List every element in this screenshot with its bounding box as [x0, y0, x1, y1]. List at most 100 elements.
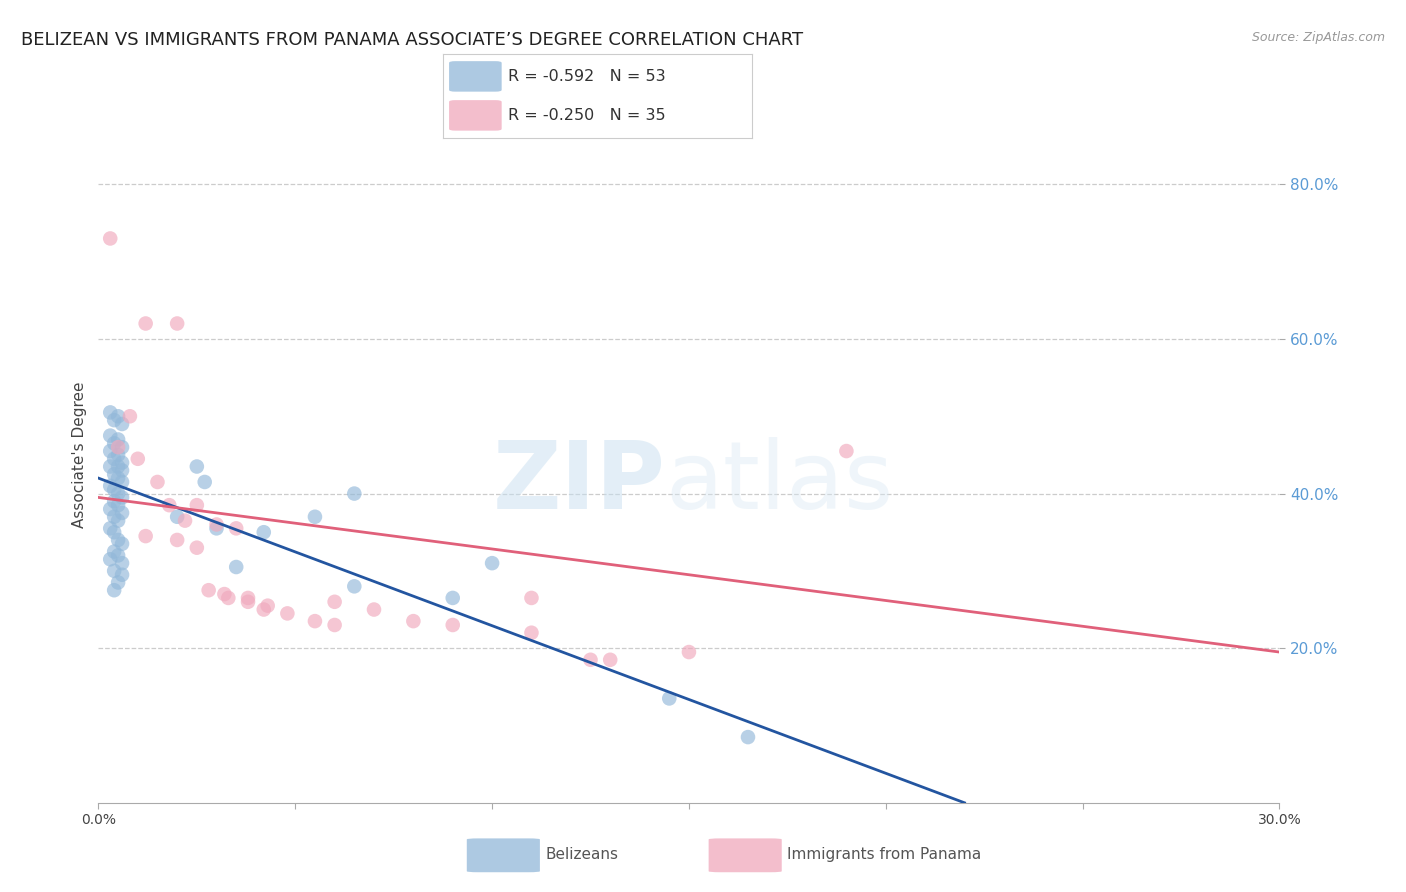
FancyBboxPatch shape [709, 838, 782, 872]
Point [304, 509, 326, 524]
Text: Source: ZipAtlas.com: Source: ZipAtlas.com [1251, 31, 1385, 45]
Text: Belizeans: Belizeans [546, 847, 619, 862]
Point [111, 567, 134, 582]
Point [107, 533, 129, 547]
Point [111, 506, 134, 520]
Point [205, 521, 228, 535]
Point [103, 583, 125, 598]
Text: ZIP: ZIP [492, 437, 665, 529]
Point [111, 417, 134, 431]
Point [343, 579, 366, 593]
Point [98, 552, 121, 566]
Point [214, 587, 236, 601]
Point [111, 463, 134, 477]
Point [103, 413, 125, 427]
Point [98, 502, 121, 516]
Point [737, 730, 759, 744]
Text: atlas: atlas [665, 437, 894, 529]
Point [835, 444, 858, 458]
Point [107, 514, 129, 528]
Point [107, 433, 129, 447]
Point [111, 556, 134, 570]
Point [256, 599, 278, 613]
Point [107, 440, 129, 454]
Point [98, 459, 121, 474]
Point [363, 602, 385, 616]
Point [135, 317, 157, 331]
Point [599, 653, 621, 667]
Point [98, 521, 121, 535]
Point [103, 564, 125, 578]
Point [111, 475, 134, 489]
Point [579, 653, 602, 667]
Point [194, 475, 217, 489]
Point [166, 317, 188, 331]
Point [166, 509, 188, 524]
Point [98, 444, 121, 458]
Point [520, 625, 543, 640]
Point [111, 440, 134, 454]
Point [678, 645, 700, 659]
Point [118, 409, 141, 424]
FancyBboxPatch shape [449, 62, 502, 92]
Point [197, 583, 219, 598]
Point [217, 591, 239, 605]
Point [98, 231, 121, 245]
Point [103, 525, 125, 540]
Point [441, 618, 464, 632]
Point [253, 525, 276, 540]
Text: R = -0.250   N = 35: R = -0.250 N = 35 [508, 108, 665, 123]
Point [107, 409, 129, 424]
Point [658, 691, 681, 706]
Point [107, 575, 129, 590]
Point [174, 514, 197, 528]
Point [323, 618, 346, 632]
Point [107, 471, 129, 485]
Point [98, 405, 121, 419]
FancyBboxPatch shape [467, 838, 540, 872]
Point [441, 591, 464, 605]
Point [253, 602, 276, 616]
Point [276, 607, 298, 621]
Point [186, 498, 208, 512]
Point [103, 494, 125, 508]
Point [107, 448, 129, 462]
Point [166, 533, 188, 547]
Point [402, 614, 425, 628]
Point [135, 529, 157, 543]
Point [103, 483, 125, 497]
Point [107, 549, 129, 563]
Point [186, 459, 208, 474]
Point [127, 451, 149, 466]
Point [520, 591, 543, 605]
Point [186, 541, 208, 555]
Point [107, 486, 129, 500]
Point [225, 560, 247, 574]
Point [103, 467, 125, 482]
Point [225, 521, 247, 535]
Point [343, 486, 366, 500]
Point [103, 451, 125, 466]
Point [111, 537, 134, 551]
Text: BELIZEAN VS IMMIGRANTS FROM PANAMA ASSOCIATE’S DEGREE CORRELATION CHART: BELIZEAN VS IMMIGRANTS FROM PANAMA ASSOC… [21, 31, 803, 49]
Point [157, 498, 180, 512]
Point [98, 428, 121, 442]
FancyBboxPatch shape [449, 100, 502, 130]
Point [205, 517, 228, 532]
Point [98, 479, 121, 493]
Y-axis label: Associate's Degree: Associate's Degree [72, 382, 87, 528]
Point [236, 591, 259, 605]
Point [111, 491, 134, 505]
Point [146, 475, 169, 489]
Text: Immigrants from Panama: Immigrants from Panama [787, 847, 981, 862]
Point [323, 595, 346, 609]
Point [304, 614, 326, 628]
Point [103, 544, 125, 558]
Point [107, 459, 129, 474]
Point [103, 509, 125, 524]
Text: R = -0.592   N = 53: R = -0.592 N = 53 [508, 69, 665, 84]
Point [481, 556, 503, 570]
Point [103, 436, 125, 450]
Point [111, 456, 134, 470]
Point [107, 498, 129, 512]
